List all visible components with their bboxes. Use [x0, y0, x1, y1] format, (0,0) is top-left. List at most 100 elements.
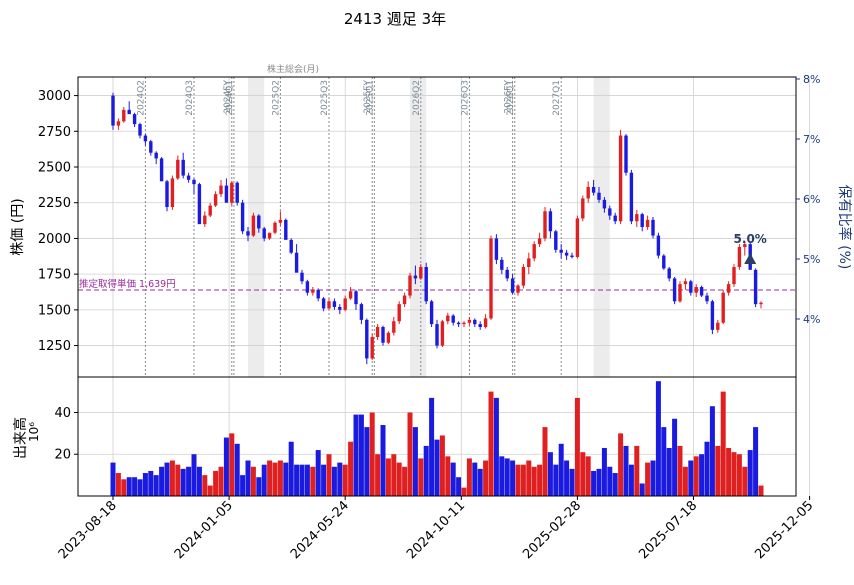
volume-bar	[699, 454, 705, 496]
volume-bar	[142, 473, 148, 496]
volume-bar	[655, 381, 661, 496]
candle-body	[635, 214, 639, 222]
holding-triangle	[744, 253, 757, 264]
volume-bar	[132, 477, 138, 496]
candle-body	[516, 285, 520, 293]
candle-body	[370, 337, 374, 359]
candle-body	[327, 301, 331, 309]
volume-bar	[612, 473, 618, 496]
volume-bar	[434, 439, 440, 496]
candle-body	[375, 327, 380, 337]
price-y-axis: 1250 1500 1750 2000 2250 2500 2750 3000	[38, 89, 78, 354]
volume-bar	[272, 462, 278, 496]
reference-line: 推定取得単価 1,639円	[78, 278, 796, 291]
volume-bar	[472, 462, 478, 496]
candle-body	[397, 304, 401, 322]
candle-body	[122, 109, 126, 122]
volume-bar	[369, 412, 375, 496]
candle-body	[559, 249, 563, 253]
quarter-label: 2025Q3	[320, 80, 330, 116]
price-tick-label: 1500	[38, 303, 71, 318]
quarter-label: 2024FY	[223, 80, 233, 114]
candle-body	[251, 215, 256, 236]
volume-bar	[429, 397, 435, 496]
volume-bar	[591, 470, 597, 496]
volume-bar	[456, 477, 462, 496]
volume-bar	[256, 477, 262, 496]
candle-body	[591, 187, 596, 193]
volume-bar	[299, 464, 305, 496]
volume-bar	[504, 458, 510, 496]
candle-body	[710, 301, 715, 330]
volume-bar	[450, 462, 456, 496]
volume-bar	[283, 462, 289, 496]
volume-bar	[531, 466, 537, 496]
volume-bar	[645, 462, 651, 496]
candle-body	[651, 219, 655, 236]
volume-bar	[709, 406, 715, 496]
volume-bar	[385, 458, 391, 496]
holding-marker: 5.0%	[734, 232, 767, 264]
volume-bar	[250, 466, 256, 496]
candle-body	[435, 324, 439, 346]
quarter-label: 2027Q1	[552, 80, 562, 116]
volume-bar	[380, 425, 386, 496]
event-band	[593, 77, 610, 377]
candle-body	[235, 182, 239, 203]
candle-body	[348, 291, 353, 299]
candle-body	[586, 187, 590, 199]
volume-bar	[277, 460, 283, 496]
candle-body	[483, 318, 488, 327]
volume-bar	[159, 466, 165, 496]
price-tick-label: 2000	[38, 232, 71, 247]
quarter-label: 2024Q1	[225, 80, 235, 116]
candle-body	[170, 178, 175, 207]
candle-body	[613, 215, 617, 222]
volume-bar	[148, 470, 154, 496]
volume-bar	[753, 427, 759, 496]
volume-bar	[396, 462, 402, 496]
volume-bar	[628, 464, 634, 496]
volume-bar	[180, 468, 186, 496]
volume-bar	[537, 464, 543, 496]
volume-bar	[596, 468, 602, 496]
volume-bar	[110, 462, 116, 496]
reference-line-label: 推定取得単価 1,639円	[79, 278, 176, 290]
volume-bar	[499, 456, 505, 496]
volume-tick-label: 40	[54, 406, 71, 421]
candle-body	[402, 295, 407, 305]
volume-bar	[412, 427, 418, 496]
volume-bar	[294, 464, 300, 496]
candle-body	[532, 244, 536, 259]
volume-bar	[175, 464, 181, 496]
quarter-label: 2025Q1	[365, 80, 375, 116]
candle-body	[694, 287, 698, 293]
candle-body	[132, 114, 137, 125]
volume-bar	[229, 433, 235, 496]
quarter-label: 2024Q3	[185, 80, 195, 116]
volume-bar	[520, 464, 526, 496]
volume-bar	[585, 456, 591, 496]
volume-bar	[639, 483, 645, 496]
volume-bar	[461, 487, 467, 496]
candle-body	[138, 124, 142, 136]
volume-bar	[407, 412, 413, 496]
candle-body	[473, 319, 477, 325]
volume-bar	[196, 466, 202, 496]
candle-body	[289, 239, 293, 253]
quarter-label: 2025FY	[363, 80, 373, 114]
candle-body	[338, 307, 342, 310]
volume-bar	[288, 441, 294, 496]
x-tick-label: 2024-01-05	[172, 498, 236, 562]
candle-body	[667, 268, 671, 279]
price-tick-label: 2500	[38, 161, 71, 176]
volume-bar	[331, 466, 337, 496]
holding-tick-label: 7%	[803, 133, 820, 146]
candle-body	[527, 258, 531, 267]
candle-body	[305, 281, 310, 293]
candle-body	[257, 215, 261, 229]
candle-body	[451, 315, 455, 323]
volume-bar	[758, 485, 764, 496]
candle-body	[656, 235, 661, 256]
